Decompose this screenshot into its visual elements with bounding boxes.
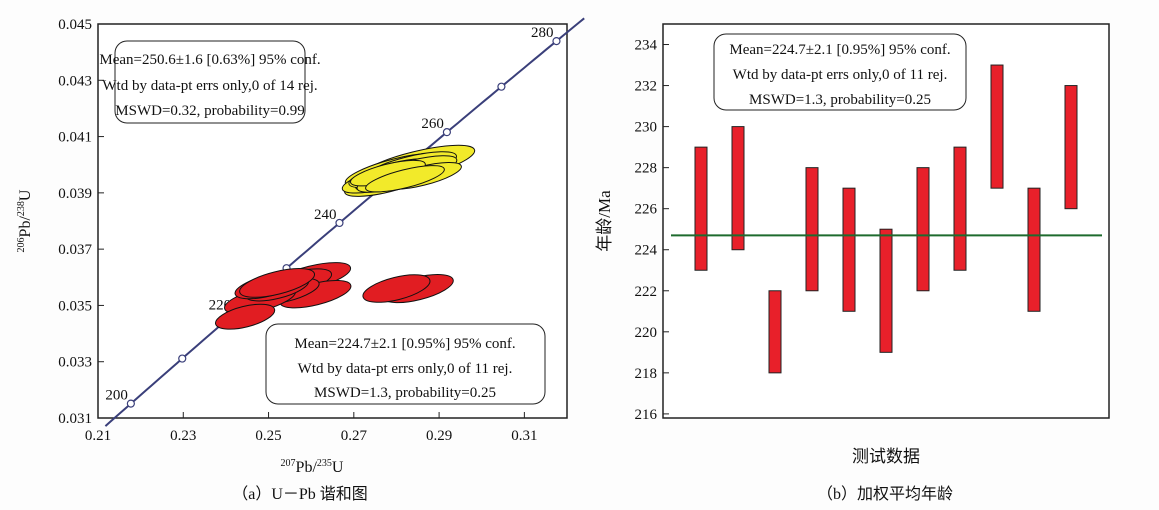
x-axis-label: 测试数据: [852, 447, 920, 466]
concordia-age-marker: [552, 37, 561, 46]
annotation-line: MSWD=0.32, probability=0.99: [115, 103, 304, 119]
y-tick-label: 222: [635, 284, 658, 300]
age-error-bar: [953, 146, 967, 271]
concordia-age-marker: [178, 354, 187, 363]
concordia-age-label: 200: [105, 388, 128, 404]
concordia-age-label: 260: [421, 116, 444, 132]
y-axis-label: 206Pb/238U: [16, 189, 34, 252]
annotation-line: Mean=224.7±2.1 [0.95%] 95% conf.: [729, 42, 950, 58]
age-error-bar: [1064, 85, 1078, 210]
yellow-error-ellipse: [365, 165, 445, 193]
x-axis-label: 207Pb/235U: [281, 458, 344, 476]
y-tick-label: 216: [635, 407, 658, 423]
annotation-box-upper: Mean=250.6±1.6 [0.63%] 95% conf. Wtd by …: [99, 40, 321, 124]
red-error-ellipse: [239, 268, 316, 298]
concordia-age-label: 280: [531, 25, 554, 41]
concordia-chart: 0.21 0.23 0.25 0.27 0.29 0.31 0.031 0.033 0.035 0…: [16, 17, 585, 503]
y-tick-label: 226: [635, 202, 658, 218]
age-error-bar: [1027, 187, 1041, 312]
age-error-bar: [879, 228, 893, 353]
y-tick-label: 230: [635, 120, 658, 136]
red-error-ellipse: [215, 303, 276, 330]
age-error-bar: [694, 146, 708, 271]
age-error-bar: [731, 126, 745, 251]
caption-a: （a）U－Pb 谐和图: [232, 485, 368, 503]
age-error-bar: [990, 64, 1004, 189]
weighted-mean-chart: 216 218 220 222 224 226 228 230 232 234 Mean=224.…: [595, 23, 1110, 503]
y-tick-label: 0.039: [58, 186, 92, 202]
red-error-ellipse: [362, 274, 431, 303]
y-tick-label: 228: [635, 161, 658, 177]
x-tick-label: 0.25: [255, 428, 281, 444]
x-tick-label: 0.27: [341, 428, 368, 444]
y-tick-label: 0.041: [58, 130, 92, 146]
annotation-box: Mean=224.7±2.1 [0.95%] 95% conf. Wtd by …: [713, 33, 967, 111]
annotation-line: Mean=250.6±1.6 [0.63%] 95% conf.: [99, 52, 320, 68]
y-axis-label: 年龄/Ma: [595, 190, 614, 252]
annotation-box-lower: Mean=224.7±2.1 [0.95%] 95% conf. Wtd by …: [265, 323, 546, 405]
y-tick-label: 224: [635, 243, 658, 259]
x-tick-label: 0.23: [170, 428, 196, 444]
y-tick-label: 0.045: [58, 17, 92, 33]
annotation-line: MSWD=1.3, probability=0.25: [749, 92, 931, 108]
x-tick-label: 0.31: [511, 428, 537, 444]
annotation-line: Wtd by data-pt errs only,0 of 11 rej.: [298, 361, 513, 377]
y-tick-label: 0.033: [58, 355, 92, 371]
y-tick-label: 220: [635, 325, 658, 341]
y-tick-label: 234: [635, 38, 658, 54]
concordia-age-marker: [442, 128, 451, 137]
concordia-age-marker: [335, 218, 344, 228]
y-tick-label: 218: [635, 366, 658, 382]
age-error-bar: [768, 290, 782, 374]
x-tick-label: 0.29: [426, 428, 452, 444]
y-tick-label: 0.031: [58, 411, 92, 427]
age-error-bar: [916, 167, 930, 292]
y-tick-label: 232: [635, 79, 658, 95]
caption-b: （b）加权平均年龄: [817, 485, 953, 503]
annotation-line: Wtd by data-pt errs only,0 of 14 rej.: [102, 78, 317, 94]
y-tick-label: 0.037: [58, 242, 92, 258]
concordia-age-marker: [497, 82, 506, 91]
annotation-line: Wtd by data-pt errs only,0 of 11 rej.: [733, 67, 948, 83]
concordia-age-marker: [126, 399, 135, 408]
annotation-line: MSWD=1.3, probability=0.25: [314, 385, 496, 401]
age-error-bar: [805, 167, 819, 292]
x-tick-label: 0.21: [85, 428, 111, 444]
y-tick-label: 0.043: [58, 73, 92, 89]
y-tick-label: 0.035: [58, 298, 92, 314]
age-error-bar: [842, 187, 856, 312]
annotation-line: Mean=224.7±2.1 [0.95%] 95% conf.: [294, 336, 515, 352]
concordia-age-label: 240: [314, 207, 337, 223]
